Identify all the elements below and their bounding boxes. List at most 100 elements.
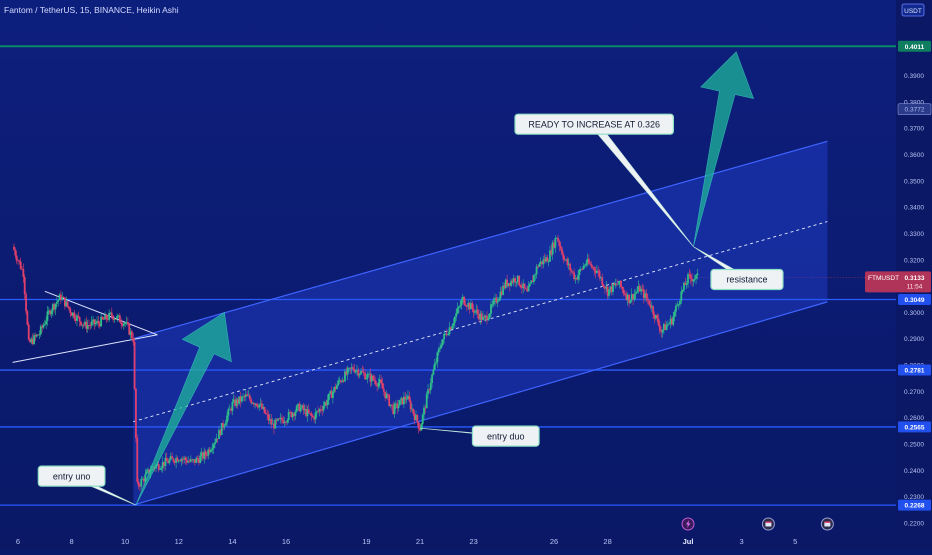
candle-body <box>34 335 37 337</box>
y-tick-label: 0.3800 <box>904 99 924 106</box>
candle-body <box>145 471 148 475</box>
candle-body <box>595 270 598 273</box>
candle-body <box>353 369 356 373</box>
candle-body <box>180 459 183 462</box>
currency-button[interactable]: USDT <box>901 3 925 17</box>
candle-body <box>689 274 692 279</box>
candle-body <box>361 370 364 372</box>
candle-body <box>604 286 606 289</box>
candle-body <box>486 315 488 321</box>
candle-body <box>23 277 26 295</box>
candle-body <box>101 316 104 319</box>
candle-body <box>259 403 262 405</box>
candle-body <box>554 238 557 248</box>
candle-body <box>515 282 518 283</box>
candle-body <box>579 268 582 270</box>
candle-body <box>461 296 464 301</box>
candle-body <box>147 469 149 472</box>
candle-body <box>388 395 391 406</box>
candle-body <box>451 325 454 329</box>
candle-body <box>581 268 584 270</box>
candle-body <box>281 417 283 421</box>
candle-body <box>96 320 98 323</box>
candle-body <box>427 389 429 395</box>
candle-body <box>464 304 467 307</box>
candle-body <box>35 334 38 337</box>
y-tick-label: 0.3900 <box>904 73 924 80</box>
candle-body <box>394 403 397 405</box>
candle-body <box>549 250 551 262</box>
candle-body <box>136 437 139 482</box>
candle-body <box>43 324 46 326</box>
candle-body <box>112 315 115 320</box>
candle-body <box>337 380 340 386</box>
candle-body <box>510 280 513 286</box>
candle-body <box>93 319 96 325</box>
candle-body <box>420 424 423 431</box>
arrows <box>135 51 755 506</box>
candle-body <box>223 425 226 428</box>
candle-body <box>192 459 195 461</box>
last-price-symbol: FTMUSDT <box>868 275 899 282</box>
candle-body <box>625 295 628 300</box>
candle-body <box>577 274 580 280</box>
candle-body <box>47 310 50 312</box>
event-icons[interactable] <box>681 517 834 531</box>
candle-body <box>484 315 487 318</box>
candle-body <box>267 414 270 421</box>
candle-body <box>687 274 689 284</box>
candle-body <box>25 294 27 312</box>
candle-body <box>206 455 208 457</box>
candle-body <box>302 405 305 411</box>
candle-body <box>167 461 169 464</box>
candle-body <box>235 399 238 406</box>
currency-button-label: USDT <box>904 8 922 15</box>
candle-body <box>315 411 318 413</box>
candle-body <box>350 367 353 369</box>
price-tag-label: 0.4011 <box>905 44 925 51</box>
candle-body <box>546 257 549 262</box>
candle-body <box>224 422 227 426</box>
candle-body <box>628 294 630 304</box>
candle-body <box>668 323 671 325</box>
candle-body <box>551 242 554 255</box>
candle-body <box>608 289 610 296</box>
candle-body <box>459 305 462 307</box>
candle-body <box>227 409 230 416</box>
candle-body <box>46 311 49 321</box>
candle-body <box>199 455 202 463</box>
candle-body <box>345 371 348 375</box>
candle-body <box>287 411 290 421</box>
candle-body <box>132 338 135 342</box>
candle-body <box>433 363 436 370</box>
candle-body <box>81 324 84 326</box>
candle-body <box>416 415 419 423</box>
candle-body <box>220 423 223 436</box>
candle-body <box>673 311 676 317</box>
candle-body <box>340 380 342 382</box>
candle-body <box>641 288 644 290</box>
candle-body <box>602 284 605 287</box>
candle-body <box>128 324 131 335</box>
candle-body <box>49 310 52 315</box>
candle-body <box>373 379 376 382</box>
candle-body <box>38 334 41 336</box>
candle-body <box>317 411 320 413</box>
candle-body <box>380 379 383 384</box>
candle-body <box>482 316 484 320</box>
candle-body <box>638 286 641 292</box>
candle-body <box>234 399 236 406</box>
candle-body <box>191 459 194 461</box>
candle-body <box>445 333 448 336</box>
x-tick-label: 3 <box>740 537 744 546</box>
candle-body <box>632 294 634 300</box>
candle-body <box>419 428 421 431</box>
candle-body <box>184 457 187 461</box>
candle-body <box>164 457 167 467</box>
candle-body <box>475 309 478 312</box>
candle-body <box>109 312 112 314</box>
candle-body <box>216 438 219 440</box>
candle-body <box>652 306 655 315</box>
